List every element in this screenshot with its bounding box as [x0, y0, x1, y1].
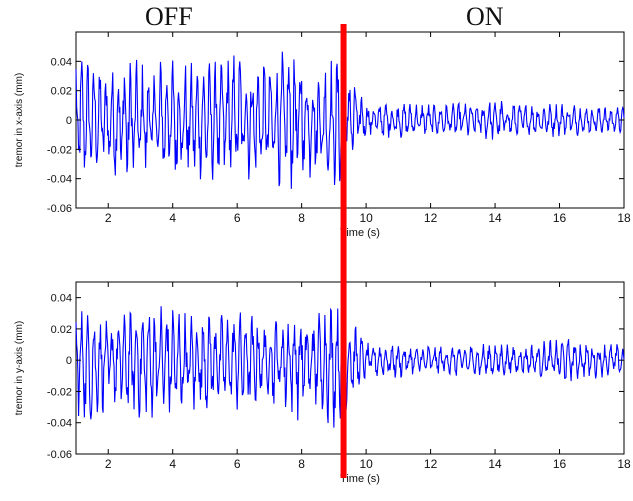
x-tick-label: 18	[617, 457, 631, 471]
y-tick-label: 0.04	[51, 293, 72, 305]
plot-frame	[75, 31, 625, 209]
x-tick-label: 12	[424, 457, 438, 471]
x-axis-label: Time (s)	[340, 473, 380, 485]
x-axis-label: Time (s)	[340, 227, 380, 239]
x-tick-label: 14	[488, 457, 502, 471]
y-tick-label: -0.02	[47, 386, 72, 398]
y-tick-label: -0.06	[47, 203, 72, 215]
x-tick-label: 12	[424, 211, 438, 225]
x-tick-label: 2	[105, 211, 112, 225]
plot-frame	[75, 281, 625, 455]
x-tick-label: 8	[298, 211, 305, 225]
tremor-signal-line	[75, 51, 625, 189]
y-tick-label: 0.04	[51, 56, 72, 68]
condition-label-off: OFF	[145, 2, 193, 31]
y-axis-tremor-panel: 2 4 6 8 10 12 14 16 18 -0.06 -0.04 -0.02 0 0.02 0.04 Ti…	[14, 281, 631, 485]
y-tick-label: -0.02	[47, 144, 72, 156]
x-tick-label: 14	[488, 211, 502, 225]
y-tick-label: 0	[66, 115, 72, 127]
x-tick-label: 10	[359, 211, 373, 225]
y-tick-label: 0	[66, 355, 72, 367]
y-tick-label: -0.04	[47, 418, 72, 430]
x-tick-label: 10	[359, 457, 373, 471]
x-tick-label: 16	[553, 211, 567, 225]
condition-label-on: ON	[466, 2, 504, 31]
x-tick-label: 16	[553, 457, 567, 471]
y-axis-label: tremor in x-axis (mm)	[14, 73, 25, 167]
x-tick-label: 8	[298, 457, 305, 471]
y-axis-label: tremor in y-axis (mm)	[14, 321, 25, 415]
y-tick-label: 0.02	[51, 86, 72, 98]
x-tick-label: 4	[169, 211, 176, 225]
y-tick-label: -0.06	[47, 449, 72, 461]
x-tick-label: 18	[617, 211, 631, 225]
x-tick-label: 6	[234, 211, 241, 225]
tremor-signal-line	[75, 306, 625, 428]
y-tick-label: -0.04	[47, 174, 72, 186]
x-tick-label: 4	[169, 457, 176, 471]
x-tick-label: 2	[105, 457, 112, 471]
x-axis-tremor-panel: 2 4 6 8 10 12 14 16 18 -0.06 -0.04 -0.02 0 0.02 0.04 Ti…	[14, 31, 631, 239]
x-tick-label: 6	[234, 457, 241, 471]
y-tick-label: 0.02	[51, 324, 72, 336]
